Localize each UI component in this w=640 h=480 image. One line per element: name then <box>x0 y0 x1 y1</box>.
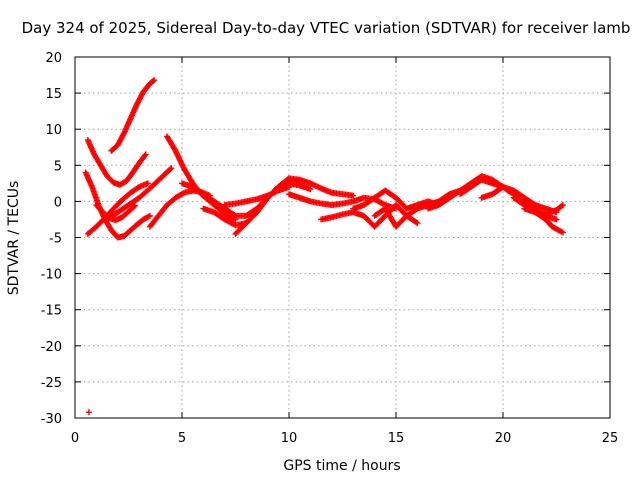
y-tick-label: 5 <box>54 159 62 174</box>
x-tick-labels: 0 5 10 15 20 25 <box>71 431 618 446</box>
data-point-arc-late-e <box>559 202 566 209</box>
data-point-arc-climb-2 <box>167 166 174 173</box>
data-point-outlier <box>85 409 92 416</box>
data-point-arc-midday-b <box>307 186 314 193</box>
data-point-arc-rising <box>150 78 157 85</box>
data-point-arc-afternoon-b <box>413 219 420 226</box>
data-points <box>82 77 566 416</box>
y-tick-label: -10 <box>41 268 62 283</box>
x-axis-label: GPS time / hours <box>283 458 400 474</box>
x-tick-label: 25 <box>602 431 619 446</box>
y-tick-label: 20 <box>45 51 62 66</box>
x-tick-label: 10 <box>281 431 298 446</box>
data-point-arc-late-d <box>559 229 566 236</box>
data-point-arc-midday-c <box>350 192 357 199</box>
y-axis-label: SDTVAR / TECUs <box>6 181 22 296</box>
data-point-arc-upper-dip <box>142 151 149 158</box>
x-tick-label: 15 <box>388 431 405 446</box>
data-point-arc-midday-a <box>231 212 238 219</box>
data-point-arc-late-e <box>558 202 565 209</box>
y-tick-label: -15 <box>41 304 62 319</box>
y-tick-label: -25 <box>41 376 62 391</box>
y-tick-label: 15 <box>45 87 62 102</box>
data-point-arc-midday-d <box>286 183 292 190</box>
y-tick-label: -30 <box>41 412 62 427</box>
data-point-arc-lower-dip <box>146 212 153 219</box>
y-tick-label: -5 <box>49 232 62 247</box>
data-point-arc-climb-1 <box>144 180 151 187</box>
x-tick-label: 20 <box>495 431 512 446</box>
data-point-arc-lower-dip <box>145 213 152 220</box>
y-tick-label: 0 <box>54 195 62 210</box>
data-point-arc-rising <box>151 77 158 84</box>
data-point-arc-climb-2 <box>168 165 175 172</box>
chart-title: Day 324 of 2025, Sidereal Day-to-day VTE… <box>22 19 631 37</box>
data-point-arc-upper-dip <box>141 152 148 159</box>
y-tick-label: -20 <box>41 340 62 355</box>
grid <box>75 57 610 418</box>
y-tick-labels: 20 15 10 5 0 -5 -10 -15 -20 -25 -30 <box>41 51 62 427</box>
x-tick-label: 0 <box>71 431 79 446</box>
data-point-arc-late-b <box>553 216 560 223</box>
y-tick-label: 10 <box>45 123 62 138</box>
data-point-arc-afternoon-b <box>414 220 421 227</box>
axis-ticks <box>74 56 611 419</box>
x-tick-label: 5 <box>178 431 186 446</box>
